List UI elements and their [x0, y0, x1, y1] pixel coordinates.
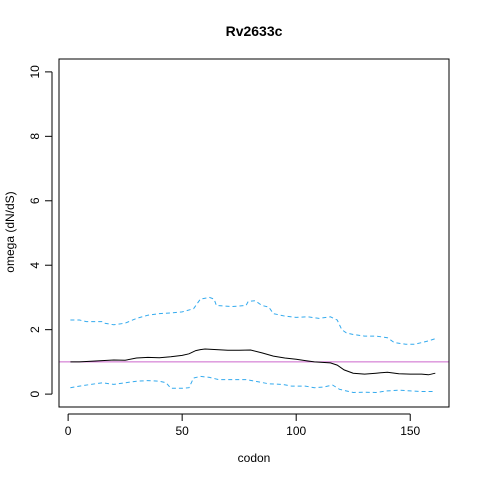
y-tick-label: 4 — [28, 262, 42, 269]
x-tick-label: 0 — [65, 424, 72, 438]
plot-frame — [58, 58, 450, 408]
y-tick-label: 10 — [28, 65, 42, 79]
y-axis-label: omega (dN/dS) — [3, 191, 17, 272]
ci-line-1 — [70, 296, 436, 345]
plot-area — [58, 58, 450, 408]
x-axis: 0 50 100 150 — [65, 413, 421, 438]
x-tick-label: 50 — [175, 424, 189, 438]
chart-title: Rv2633c — [226, 23, 283, 39]
y-tick-label: 6 — [28, 197, 42, 204]
x-tick-label: 150 — [400, 424, 420, 438]
omega-line-0 — [70, 348, 436, 376]
x-axis-label: codon — [238, 451, 271, 465]
y-tick-label: 0 — [28, 390, 42, 397]
y-tick-label: 8 — [28, 133, 42, 140]
y-tick-label: 2 — [28, 326, 42, 333]
x-tick-label: 100 — [286, 424, 306, 438]
y-axis: 0 2 4 6 8 10 — [28, 65, 53, 397]
ci-line-2 — [70, 375, 436, 394]
